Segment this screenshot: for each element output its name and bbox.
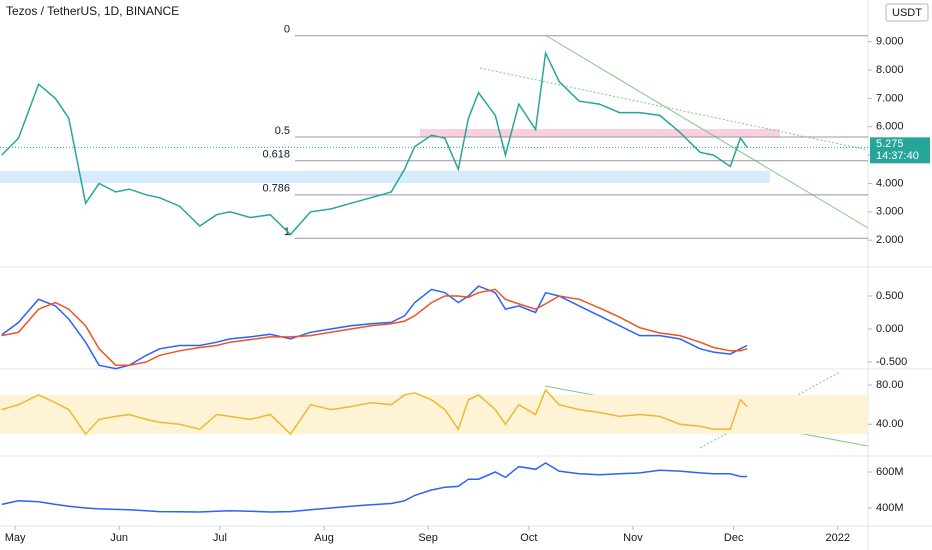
x-tick-label: Jun — [110, 532, 128, 544]
demand-zone — [0, 171, 770, 183]
y-tick-label: 2.000 — [876, 234, 904, 246]
x-tick-label: Sep — [418, 532, 438, 544]
series-line — [1, 288, 748, 367]
y-tick-label: 40.00 — [876, 418, 904, 430]
y-tick-label: 7.000 — [876, 92, 904, 104]
fib-label: 1 — [284, 226, 290, 238]
fib-label: 0.786 — [262, 183, 290, 195]
price-badge — [870, 137, 930, 164]
x-tick-label: Dec — [724, 532, 744, 544]
y-tick-label: 4.000 — [876, 177, 904, 189]
price-countdown: 14:37:40 — [876, 150, 919, 162]
price-badge-value: 5.275 — [876, 138, 904, 150]
trendline — [544, 34, 869, 229]
chart-title: Tezos / TetherUS, 1D, BINANCE — [6, 4, 179, 18]
fib-label: 0.618 — [262, 149, 290, 161]
x-tick-label: May — [5, 532, 26, 544]
unit-badge[interactable] — [885, 3, 929, 22]
trendline — [699, 371, 841, 449]
x-tick-label: 2022 — [826, 532, 850, 544]
y-tick-label: 8.000 — [876, 64, 904, 76]
x-tick-label: Jul — [213, 532, 227, 544]
y-tick-label: -0.500 — [876, 356, 907, 368]
fib-label: 0 — [284, 24, 290, 36]
unit-label: USDT — [892, 7, 922, 19]
series-line — [1, 285, 748, 370]
fib-label: 0.5 — [275, 125, 290, 137]
y-tick-label: 3.000 — [876, 206, 904, 218]
supply-zone — [420, 129, 780, 137]
y-tick-label: 80.00 — [876, 379, 904, 391]
series-line — [1, 388, 748, 436]
y-tick-label: 6.000 — [876, 121, 904, 133]
y-tick-label: 600M — [876, 466, 904, 478]
y-tick-label: 400M — [876, 502, 904, 514]
x-tick-label: Oct — [520, 532, 537, 544]
series-line — [1, 50, 748, 236]
x-tick-label: Nov — [623, 532, 643, 544]
y-tick-label: 0.000 — [876, 323, 904, 335]
series-line — [1, 462, 748, 513]
y-tick-label: 0.500 — [876, 290, 904, 302]
x-tick-label: Aug — [314, 532, 334, 544]
y-tick-label: 9.000 — [876, 36, 904, 48]
